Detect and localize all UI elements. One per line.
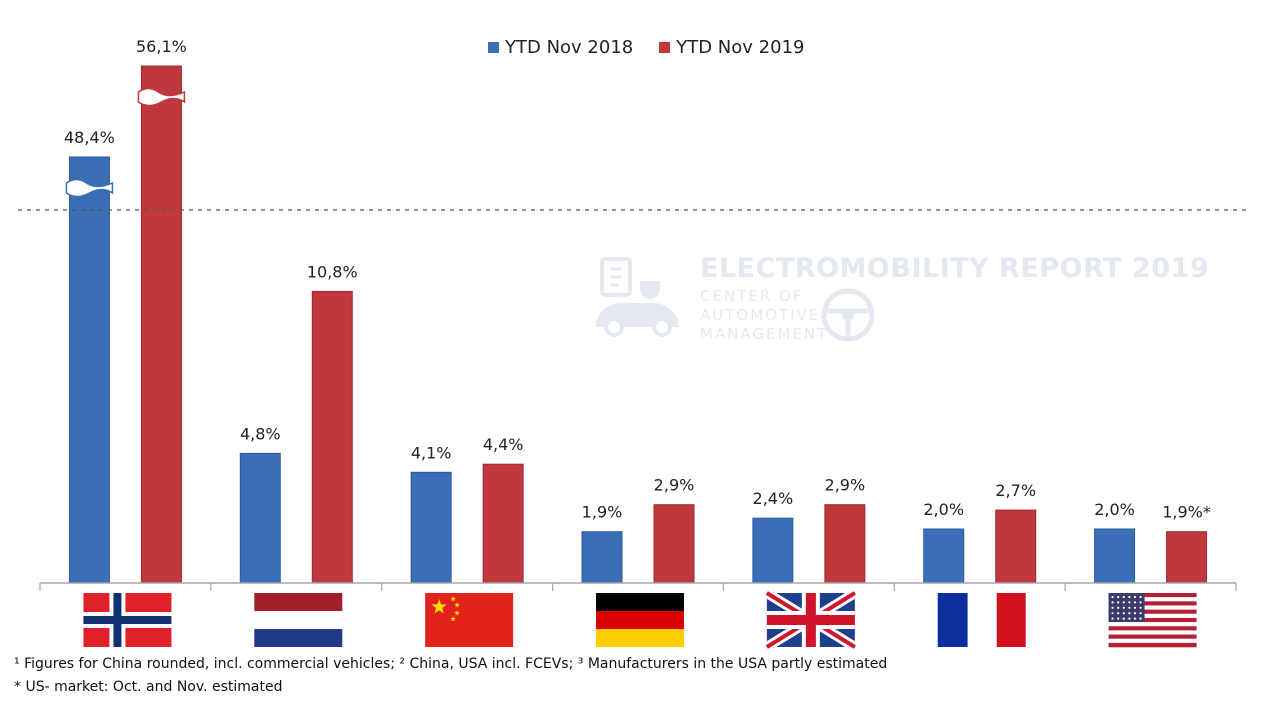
data-label-2019-usa: 1,9%* xyxy=(1162,503,1211,522)
axis-break-mark xyxy=(65,178,114,198)
bar-2018-norway xyxy=(68,156,110,584)
bar-2018-united-kingdom xyxy=(752,517,794,584)
watermark-title: ELECTROMOBILITY REPORT 2019 xyxy=(700,253,1210,284)
steering-wheel-icon xyxy=(821,288,875,342)
flag-france-icon xyxy=(937,593,1026,647)
bar-2019-norway xyxy=(140,65,182,584)
data-label-2018-germany: 1,9% xyxy=(582,503,623,522)
bar-2018-germany xyxy=(581,531,623,584)
watermark-line-1: CENTER OF xyxy=(700,287,804,305)
flag-germany-icon xyxy=(596,593,684,647)
footnote-1: ¹ Figures for China rounded, incl. comme… xyxy=(14,656,888,672)
data-label-2019-netherlands: 10,8% xyxy=(307,262,358,281)
data-label-2019-united-kingdom: 2,9% xyxy=(825,476,866,495)
data-label-2018-netherlands: 4,8% xyxy=(240,424,281,443)
data-label-2019-norway: 56,1% xyxy=(136,37,187,56)
legend-swatch-2018 xyxy=(488,42,499,53)
bar-2019-china xyxy=(482,463,524,584)
footnote-2: * US- market: Oct. and Nov. estimated xyxy=(14,679,283,695)
bar-2019-france xyxy=(995,509,1037,584)
bar-2018-netherlands xyxy=(239,452,281,584)
legend: YTD Nov 2018 YTD Nov 2019 xyxy=(488,37,804,58)
bar-2019-germany xyxy=(653,504,695,584)
flag-netherlands-icon xyxy=(254,593,343,647)
data-label-2018-france: 2,0% xyxy=(923,500,964,519)
bar-2019-united-kingdom xyxy=(824,504,866,584)
data-label-2019-china: 4,4% xyxy=(483,435,524,454)
bar-2019-netherlands xyxy=(311,290,353,584)
axis-break-mark xyxy=(137,87,186,107)
legend-item-2018: YTD Nov 2018 xyxy=(488,37,633,58)
legend-label-2018: YTD Nov 2018 xyxy=(505,37,634,58)
data-label-2019-france: 2,7% xyxy=(995,481,1036,500)
flag-usa-icon xyxy=(1108,593,1197,648)
data-label-2018-norway: 48,4% xyxy=(64,128,115,147)
data-label-2018-usa: 2,0% xyxy=(1094,500,1135,519)
legend-swatch-2019 xyxy=(659,42,671,53)
bars: 48,4% 56,1% 4,8% 10,8% 4,1% 4,4% 1,9% 2,9% 2,4% 2… xyxy=(64,37,1211,584)
legend-label-2019: YTD Nov 2019 xyxy=(676,37,805,58)
bar-2019-usa xyxy=(1166,531,1208,584)
bar-2018-china xyxy=(410,471,452,584)
legend-item-2019: YTD Nov 2019 xyxy=(659,37,804,58)
bar-2018-usa xyxy=(1094,528,1136,584)
data-label-2018-united-kingdom: 2,4% xyxy=(753,489,794,508)
flag-uk-icon xyxy=(764,588,858,652)
flag-norway-icon xyxy=(83,593,172,647)
car-charging-icon xyxy=(596,257,678,337)
data-label-2018-china: 4,1% xyxy=(411,443,452,462)
watermark-line-2: AUTOMOTIVE xyxy=(700,306,821,324)
flag-china-icon xyxy=(425,593,514,647)
bar-2018-france xyxy=(923,528,965,584)
watermark-line-3: MANAGEMENT xyxy=(700,325,829,343)
data-label-2019-germany: 2,9% xyxy=(654,476,695,495)
